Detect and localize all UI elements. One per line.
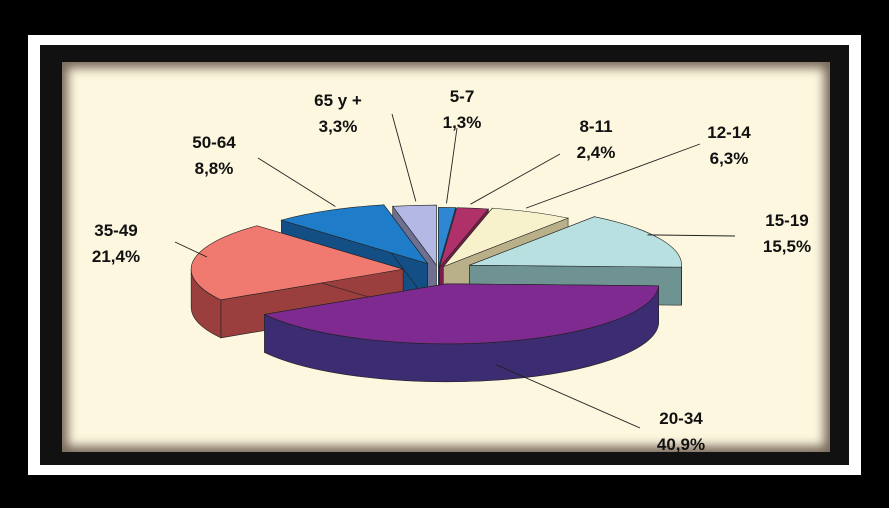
pie-slice-20-34 [263,283,659,383]
label-val-65-y-plus: 3,3% [319,117,358,136]
leader-line [470,153,561,205]
label-val-15-19: 15,5% [763,237,811,256]
label-cat-5-7: 5-7 [450,87,475,106]
slice-top [263,283,659,345]
leader-line [495,364,641,429]
label-cat-15-19: 15-19 [765,211,808,230]
label-val-8-11: 2,4% [577,143,616,162]
leader-line [174,241,208,258]
leader-lines [174,113,736,429]
label-val-5-7: 1,3% [443,113,482,132]
leader-line [257,157,336,207]
slice-top [443,207,570,267]
slice-top [280,204,429,265]
slice-top [438,207,457,268]
label-cat-35-49: 35-49 [94,221,137,240]
leader-line [391,113,417,202]
label-cat-65-y-plus: 65 y + [314,91,362,110]
label-cat-50-64: 50-64 [192,133,236,152]
slice-top [190,225,404,301]
label-cat-20-34: 20-34 [659,409,703,428]
leader-line [525,143,701,209]
label-cat-12-14: 12-14 [707,123,751,142]
label-val-35-49: 21,4% [92,247,140,266]
label-val-20-34: 40,9% [657,435,705,454]
slice-top [469,216,682,268]
slice-top [439,207,490,268]
data-labels: 5-7 1,3% 8-11 2,4% 12-14 6,3% 15-19 15,5… [92,87,811,454]
label-val-12-14: 6,3% [710,149,749,168]
pie-slices [190,203,682,383]
slice-top [392,204,437,266]
label-val-50-64: 8,8% [195,159,234,178]
leader-line [647,234,736,237]
leader-line [446,127,458,204]
label-cat-8-11: 8-11 [579,117,612,136]
